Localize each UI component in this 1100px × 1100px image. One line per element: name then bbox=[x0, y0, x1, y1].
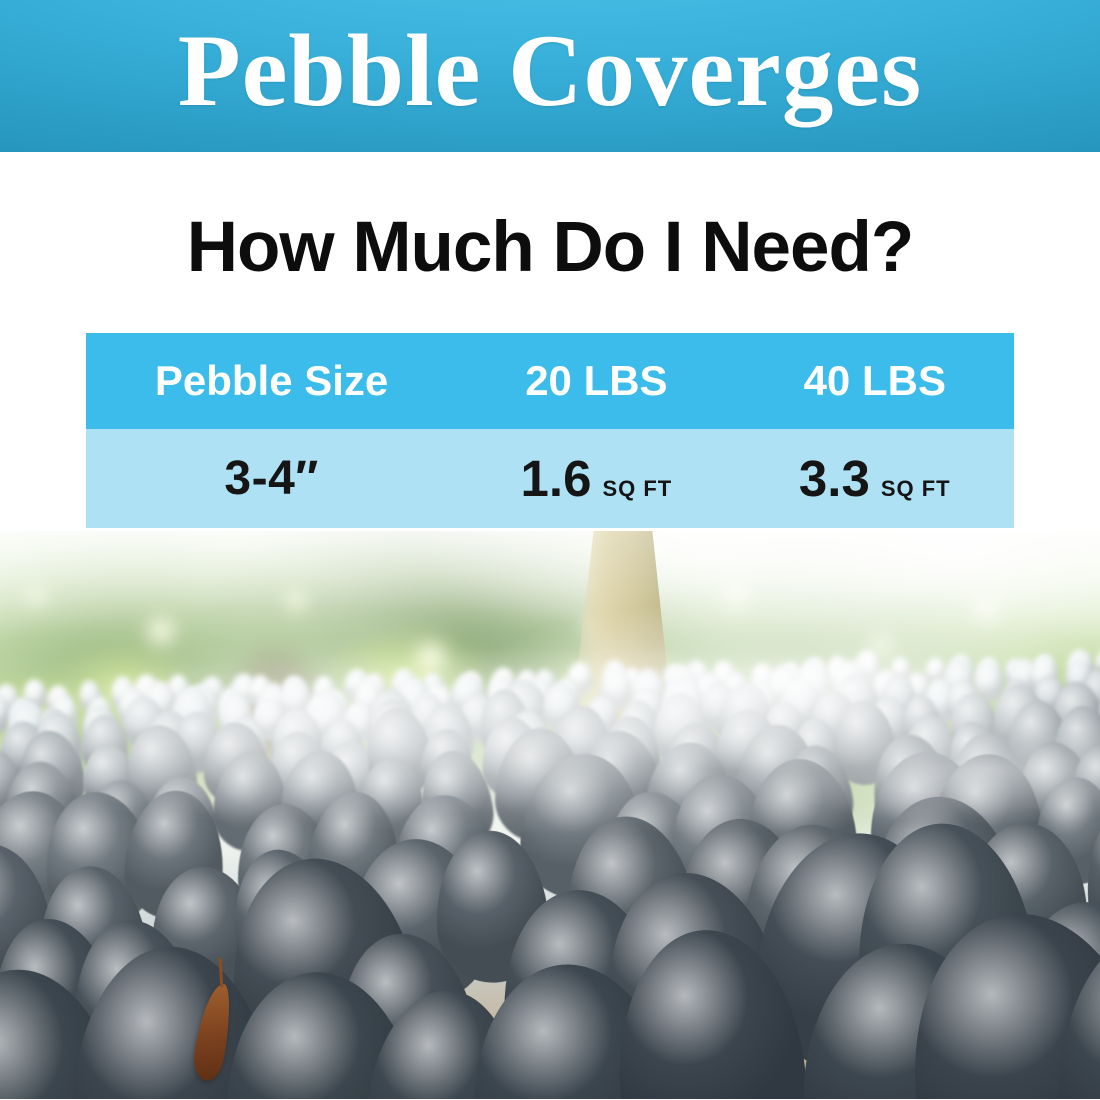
table-header-row: Pebble Size 20 LBS 40 LBS bbox=[86, 333, 1014, 429]
pebble-field bbox=[0, 531, 1100, 1099]
column-header-20lbs: 20 LBS bbox=[525, 357, 668, 404]
pebble-photo bbox=[0, 531, 1100, 1099]
column-header-pebble-size: Pebble Size bbox=[154, 357, 389, 404]
coverage-20lbs-unit: SQ FT bbox=[602, 476, 673, 501]
coverage-40lbs-value: 3.3 bbox=[798, 450, 870, 507]
column-header-40lbs: 40 LBS bbox=[803, 357, 946, 404]
coverage-20lbs-group: 1.6 SQ FT bbox=[521, 449, 673, 508]
headline: How Much Do I Need? bbox=[186, 208, 915, 287]
banner-title: Pebble Coverges bbox=[177, 13, 923, 128]
coverage-20lbs-value: 1.6 bbox=[520, 450, 592, 507]
cell-coverage-20lbs: 1.6 SQ FT bbox=[457, 449, 735, 508]
coverage-40lbs-unit: SQ FT bbox=[880, 476, 951, 501]
coverage-table: Pebble Size 20 LBS 40 LBS 3-4″ 1.6 SQ FT… bbox=[86, 333, 1014, 528]
table-row: 3-4″ 1.6 SQ FT 3.3 SQ FT bbox=[86, 429, 1014, 528]
pebble-size-value: 3-4″ bbox=[224, 452, 319, 505]
cell-pebble-size: 3-4″ bbox=[86, 451, 457, 506]
cell-coverage-40lbs: 3.3 SQ FT bbox=[736, 449, 1014, 508]
coverage-40lbs-group: 3.3 SQ FT bbox=[799, 449, 951, 508]
banner: Pebble Coverges bbox=[0, 0, 1100, 152]
